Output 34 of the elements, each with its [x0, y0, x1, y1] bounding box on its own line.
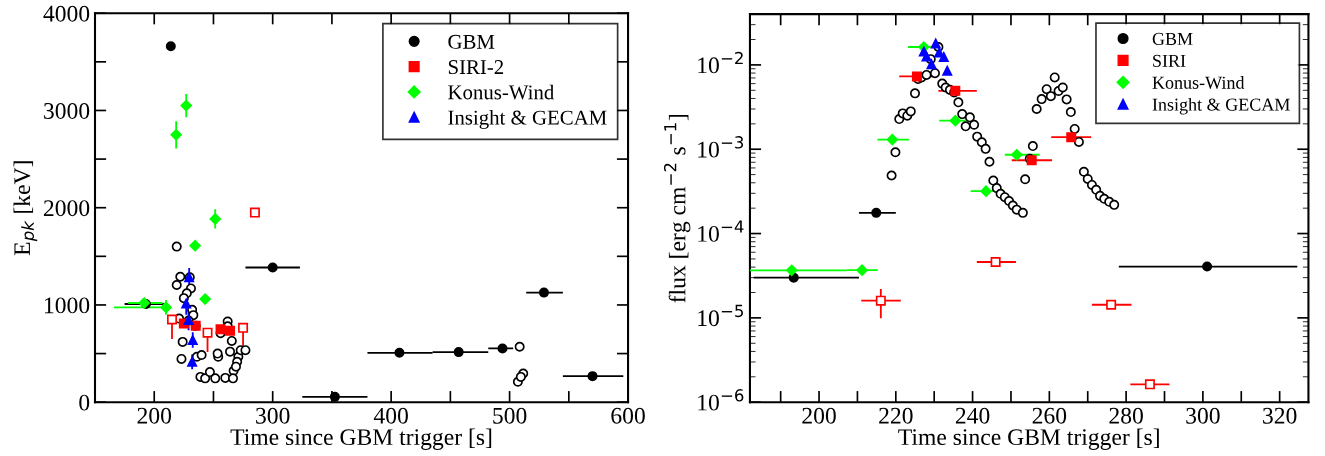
- y-tick-label: 10$^{−5}$: [698, 304, 743, 327]
- x-tick-label: 260: [1032, 407, 1067, 424]
- legend-label: SIRI-2: [448, 60, 504, 75]
- x-tick-label: 280: [1109, 407, 1143, 424]
- x-tick-label: 320: [1263, 407, 1297, 424]
- y-tick-label: 10$^{−4}$: [698, 220, 744, 242]
- x-axis-title: Time since GBM trigger [s]: [230, 428, 492, 450]
- y-tick-label: 4000: [43, 5, 90, 22]
- x-tick-label: 300: [1186, 407, 1220, 424]
- y-axis-title: E$_{pk}$ [keV]: [13, 161, 38, 256]
- y-tick-label: 10$^{−3}$: [698, 136, 744, 158]
- x-tick-label: 400: [373, 407, 408, 424]
- legend-label: Konus-Wind: [448, 84, 555, 100]
- legend-label: Insight & GECAM: [448, 109, 607, 129]
- y-tick-label: 10$^{−2}$: [698, 51, 743, 74]
- x-tick-label: 600: [611, 407, 645, 424]
- y-axis-title: flux [erg cm$^{−2}$ s$^{−1}$]: [663, 114, 691, 303]
- y-tick-label: 0: [79, 394, 90, 411]
- x-tick-label: 240: [955, 407, 990, 424]
- x-tick-label: 300: [256, 407, 290, 424]
- x-tick-label: 200: [137, 407, 172, 424]
- legend-label: SIRI: [1153, 54, 1186, 67]
- x-axis-title: Time since GBM trigger [s]: [898, 428, 1159, 450]
- legend-label: GBM: [1152, 32, 1193, 46]
- y-tick-label: 2000: [43, 200, 90, 217]
- x-tick-label: 200: [802, 407, 836, 424]
- y-tick-label: 3000: [44, 102, 90, 119]
- x-tick-label: 220: [879, 407, 913, 424]
- y-tick-label: 10$^{−6}$: [698, 389, 744, 411]
- y-tick-label: 1000: [45, 297, 90, 314]
- legend-label: Insight & GECAM: [1152, 98, 1290, 115]
- legend-label: GBM: [448, 34, 495, 49]
- legend-label: Konus-Wind: [1152, 76, 1245, 89]
- x-tick-label: 500: [493, 407, 527, 424]
